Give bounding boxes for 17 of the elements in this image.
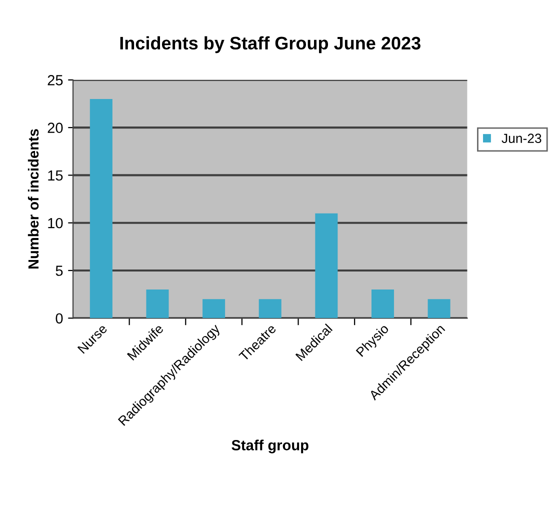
bar	[202, 299, 226, 318]
y-tick-label: 20	[48, 122, 63, 133]
chart-title: Incidents by Staff Group June 2023	[120, 36, 420, 54]
x-axis-title: Staff group	[232, 440, 308, 454]
bar	[428, 299, 450, 318]
legend-label: Jun-23	[502, 134, 542, 144]
bar	[90, 98, 112, 318]
bar	[146, 290, 169, 318]
bar	[315, 213, 338, 318]
y-tick-label: 25	[48, 75, 63, 86]
y-axis-title: Number of incidents	[28, 129, 39, 269]
y-tick-label: 5	[56, 266, 63, 276]
bar	[371, 290, 394, 318]
y-tick-label: 10	[48, 218, 63, 228]
y-tick-label: 0	[56, 313, 63, 324]
y-tick-label: 15	[48, 170, 63, 181]
bar	[258, 299, 282, 318]
